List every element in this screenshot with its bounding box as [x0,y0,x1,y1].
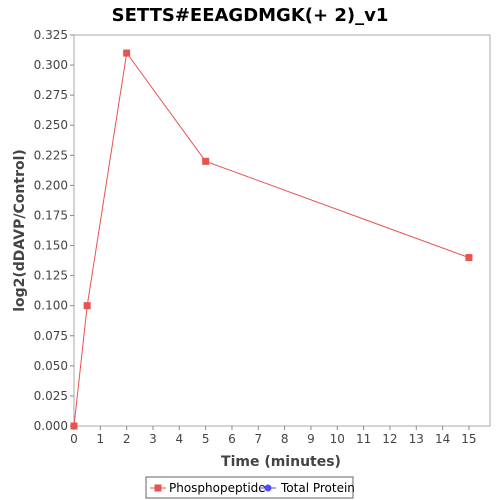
x-tick-label: 8 [281,432,289,446]
phosphopeptide-point [83,302,91,310]
y-tick-label: 0.275 [34,88,68,102]
x-tick-label: 15 [461,432,476,446]
y-tick-label: 0.225 [34,148,68,162]
x-tick-label: 0 [70,432,78,446]
phosphopeptide-point [70,422,78,430]
x-tick-label: 12 [382,432,397,446]
y-tick-label: 0.000 [34,419,68,433]
y-tick-label: 0.100 [34,299,68,313]
x-axis-label: Time (minutes) [221,454,341,470]
legend-phosphopeptide-label: Phosphopeptide [169,481,266,495]
y-tick-label: 0.250 [34,118,68,132]
legend-box [145,476,354,499]
legend-total-protein-label: Total Protein [280,481,355,495]
y-axis-label: log2(dDAVP/Control) [12,149,28,312]
y-tick-label: 0.175 [34,208,68,222]
y-tick-label: 0.150 [34,239,68,253]
y-axis: 0.000 0.025 0.050 0.075 0.100 0.125 0.150 0.175… [34,28,74,433]
x-tick-label: 4 [175,432,183,446]
y-tick-label: 0.025 [34,389,68,403]
y-tick-label: 0.200 [34,178,68,192]
plot-area [73,34,491,427]
phosphopeptide-point [465,254,473,262]
x-tick-label: 1 [97,432,105,446]
series-layer [70,49,473,430]
y-tick-label: 0.075 [34,329,68,343]
x-tick-label: 5 [202,432,210,446]
x-tick-label: 6 [228,432,236,446]
x-axis: 0 1 2 3 4 5 6 7 8 9 10 11 12 13 14 15 [70,426,477,446]
x-tick-label: 9 [307,432,315,446]
x-tick-label: 11 [356,432,371,446]
x-tick-label: 3 [149,432,157,446]
y-tick-label: 0.325 [34,28,68,42]
x-tick-label: 7 [254,432,262,446]
x-tick-label: 14 [435,432,450,446]
x-tick-label: 10 [330,432,345,446]
y-tick-label: 0.050 [34,359,68,373]
y-tick-label: 0.300 [34,58,68,72]
phosphopeptide-point [123,49,131,57]
y-tick-label: 0.125 [34,269,68,283]
x-tick-label: 2 [123,432,131,446]
legend-total-protein-marker [264,484,272,492]
chart-title: SETTS#EEAGDMGK(+ 2)_v1 [112,5,389,26]
x-tick-label: 13 [409,432,424,446]
legend: Phosphopeptide Total Protein [145,476,355,499]
phosphopeptide-point [202,157,210,165]
legend-phosphopeptide-marker [154,484,162,492]
